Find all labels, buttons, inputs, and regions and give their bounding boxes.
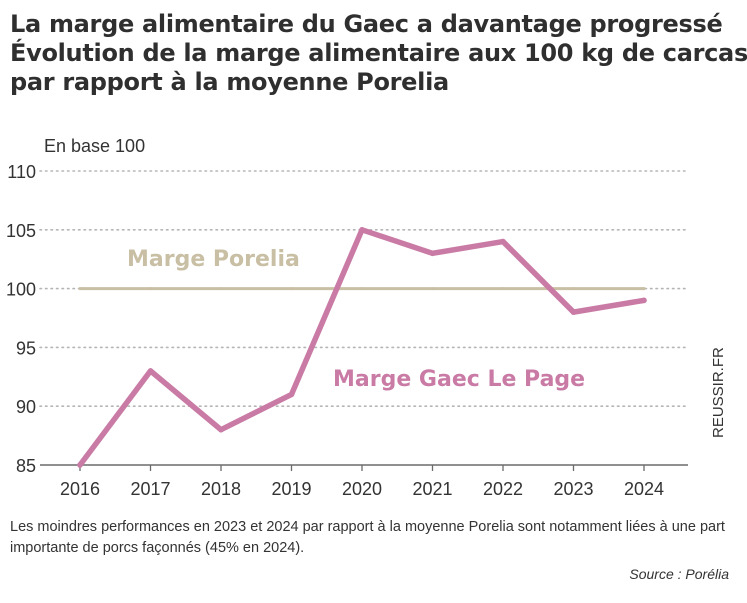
y-tick-label: 100 [6, 280, 36, 300]
data-point [431, 287, 434, 291]
chart-note: Les moindres performances en 2023 et 202… [10, 519, 725, 556]
chart-title: La marge alimentaire du Gaec a davantage… [10, 10, 723, 38]
x-tick-label: 2019 [271, 479, 311, 499]
data-point [147, 368, 154, 374]
data-point [218, 426, 224, 433]
x-tick-label: 2020 [342, 479, 382, 499]
chart-subtitle-line-1: Évolution de la marge alimentaire aux 10… [10, 39, 747, 67]
y-tick-label: 85 [16, 456, 36, 476]
y-tick-label: 105 [6, 221, 36, 241]
data-point [359, 227, 365, 233]
data-point [642, 287, 646, 291]
data-point [78, 287, 82, 291]
series-lines [77, 227, 647, 468]
x-tick-labels: 2016 2017 2018 2019 2020 2021 2022 2023 2024 [60, 465, 664, 499]
data-point [288, 391, 295, 398]
line-chart: En base 100 85 90 95 100 105 110 2016 2017 2018… [6, 136, 689, 499]
x-tick-label: 2024 [624, 479, 664, 499]
data-point [149, 287, 152, 291]
chart-subtitle-line-2: par rapport à la moyenne Porelia [10, 68, 449, 96]
data-point [500, 238, 506, 245]
series-label-gaec: Marge Gaec Le Page [333, 367, 585, 392]
data-point [360, 287, 364, 291]
y-tick-label: 110 [7, 162, 36, 182]
x-tick-label: 2017 [130, 479, 170, 499]
y-tick-labels: 85 90 95 100 105 110 [6, 162, 36, 476]
x-tick-label: 2016 [60, 479, 100, 499]
credit-text: REUSSIR.FR [710, 347, 727, 438]
y-tick-label: 90 [16, 397, 36, 417]
credit-watermark: REUSSIR.FR [710, 347, 727, 438]
y-tick-label: 95 [16, 338, 36, 358]
data-point [501, 287, 505, 291]
x-tick-label: 2018 [201, 479, 241, 499]
data-point [429, 250, 436, 257]
data-point [572, 287, 575, 291]
data-point [641, 297, 647, 304]
data-point [77, 462, 83, 468]
data-point [570, 309, 577, 315]
source-label: Source : Porélia [629, 566, 729, 582]
data-point [290, 287, 293, 291]
series-label-porelia: Marge Porelia [127, 247, 300, 272]
x-tick-label: 2022 [483, 479, 523, 499]
chart-title-block: La marge alimentaire du Gaec a davantage… [10, 10, 747, 97]
x-tick-label: 2021 [412, 479, 452, 499]
y-axis-label: En base 100 [44, 136, 145, 156]
data-point [219, 287, 223, 291]
x-tick-label: 2023 [553, 479, 593, 499]
